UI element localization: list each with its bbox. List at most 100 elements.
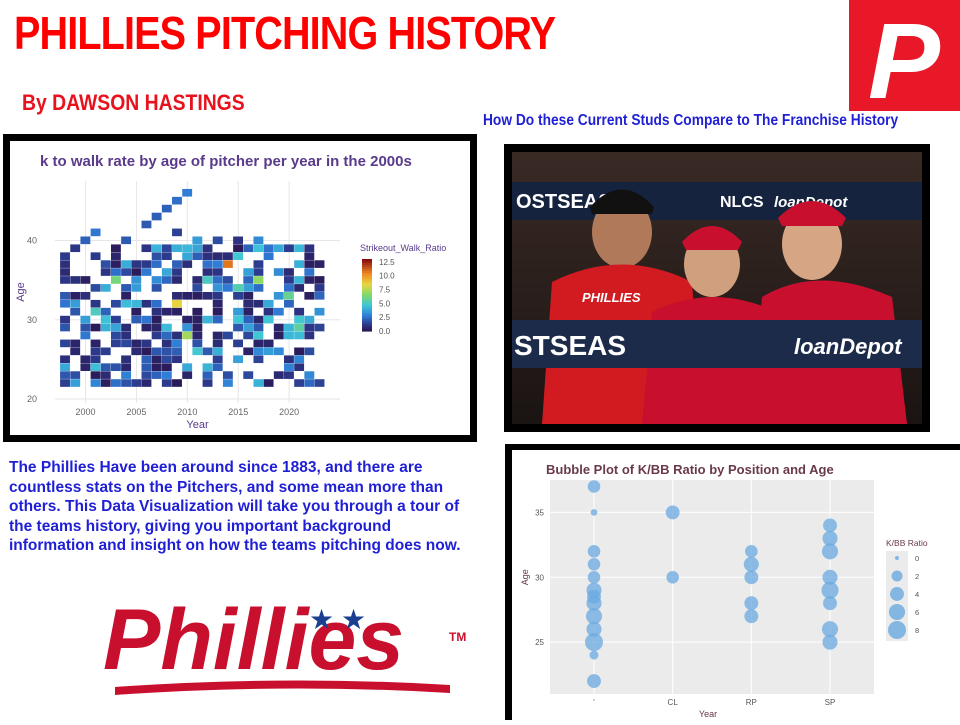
heatmap-cell (253, 284, 264, 292)
heatmap-cell (60, 355, 70, 364)
heatmap-cell (60, 379, 70, 387)
logo-background (849, 0, 960, 111)
heatmap-cell (100, 347, 111, 356)
heatmap-cell (172, 307, 182, 316)
heatmap-cell (212, 355, 223, 364)
heatmap-cell (253, 339, 264, 348)
heatmap-legend-swatch (362, 277, 372, 280)
heatmap-y-tick: 30 (27, 315, 37, 325)
heatmap-cell (284, 292, 294, 300)
heatmap-cell (100, 323, 111, 332)
heatmap-legend-tick: 5.0 (379, 299, 391, 308)
heatmap-legend-swatch (362, 297, 372, 300)
heatmap-cell (294, 284, 305, 292)
bubble-y-tick: 30 (535, 573, 544, 582)
bubble-point (666, 570, 679, 584)
heatmap-cell (172, 379, 182, 387)
bubble-point (587, 570, 601, 584)
heatmap-cell (304, 347, 315, 356)
heatmap-cell (202, 244, 213, 253)
heatmap-cell (141, 260, 152, 268)
heatmap-cell (80, 276, 91, 284)
heatmap-cell (243, 292, 254, 300)
heatmap-cell (110, 260, 121, 268)
heatmap-cell (80, 363, 91, 371)
heatmap-legend-swatch (362, 271, 372, 274)
heatmap-cell (100, 371, 111, 379)
heatmap-cell (212, 331, 223, 340)
bubble-legend-label: 0 (915, 554, 919, 563)
heatmap-cell (141, 379, 152, 387)
heatmap-cell (212, 315, 223, 324)
heatmap-chart: k to walk rate by age of pitcher per yea… (15, 153, 446, 431)
section-subtitle: How Do these Current Studs Compare to Th… (483, 112, 899, 129)
heatmap-cell (202, 292, 213, 300)
rail-left-text: STSEAS (514, 330, 626, 361)
heatmap-cell (131, 307, 142, 316)
heatmap-cell (304, 292, 315, 300)
heatmap-cell (131, 276, 142, 284)
heatmap-cell (131, 284, 142, 292)
heatmap-cell (304, 379, 315, 387)
heatmap-cell (60, 323, 70, 332)
bubble-y-tick: 35 (535, 508, 544, 517)
heatmap-cell (60, 363, 70, 371)
bubble-legend-point (888, 621, 906, 639)
heatmap-cell (222, 284, 233, 292)
heatmap-cell (121, 355, 132, 364)
heatmap-cell (90, 307, 101, 316)
heatmap-cell (284, 268, 294, 276)
heatmap-cell (222, 379, 233, 387)
star-icon: ★ (341, 604, 366, 635)
heatmap-cell (161, 363, 172, 371)
heatmap-legend-swatch (362, 285, 372, 288)
bubble-panel: 25 30 35 ' CL RP SP Bubble Plot of K/BB Ratio b… (512, 450, 960, 720)
heatmap-cell (80, 292, 91, 300)
bubble-point (587, 480, 601, 493)
heatmap-cell (253, 355, 264, 364)
heatmap-cell (263, 299, 274, 308)
heatmap-cell (172, 260, 182, 268)
heatmap-cell (263, 252, 274, 260)
heatmap-cell (192, 347, 203, 356)
heatmap-cell (253, 276, 264, 284)
heatmap-cell (243, 323, 254, 332)
heatmap-cell (90, 355, 101, 364)
heatmap-legend-swatch (362, 305, 372, 308)
heatmap-cell (182, 260, 193, 268)
heatmap-cell (314, 284, 325, 292)
heatmap-cell (80, 315, 91, 324)
heatmap-cell (151, 307, 162, 316)
heatmap-cell (222, 276, 233, 284)
heatmap-cell (284, 363, 294, 371)
heatmap-cell (172, 228, 182, 237)
description-text: The Phillies Have been around since 1883… (9, 459, 461, 554)
wordmark-text: Phillies (103, 592, 404, 688)
heatmap-cell (212, 260, 223, 268)
heatmap-cell (314, 276, 325, 284)
bubble-legend-point (890, 587, 904, 601)
heatmap-cell (294, 363, 305, 371)
heatmap-cell (233, 252, 244, 260)
heatmap-legend-swatch (362, 261, 372, 264)
heatmap-cell (121, 292, 132, 300)
heatmap-cell (294, 244, 305, 253)
heatmap-cell (161, 379, 172, 387)
heatmap-cell (172, 276, 182, 284)
bubble-point (586, 595, 602, 611)
heatmap-cell (294, 331, 305, 340)
heatmap-legend-swatch (362, 299, 372, 302)
heatmap-cell (212, 284, 223, 292)
heatmap-cell (100, 379, 111, 387)
heatmap-cell (172, 347, 182, 356)
heatmap-cell (192, 284, 203, 292)
heatmap-cell (314, 379, 325, 387)
heatmap-cell (253, 323, 264, 332)
heatmap-legend-tick: 0.0 (379, 327, 391, 336)
heatmap-cell (151, 299, 162, 308)
heatmap-cell (294, 347, 305, 356)
heatmap-cell (212, 276, 223, 284)
heatmap-cell (90, 363, 101, 371)
heatmap-cell (151, 315, 162, 324)
heatmap-legend-tick: 2.5 (379, 313, 391, 322)
